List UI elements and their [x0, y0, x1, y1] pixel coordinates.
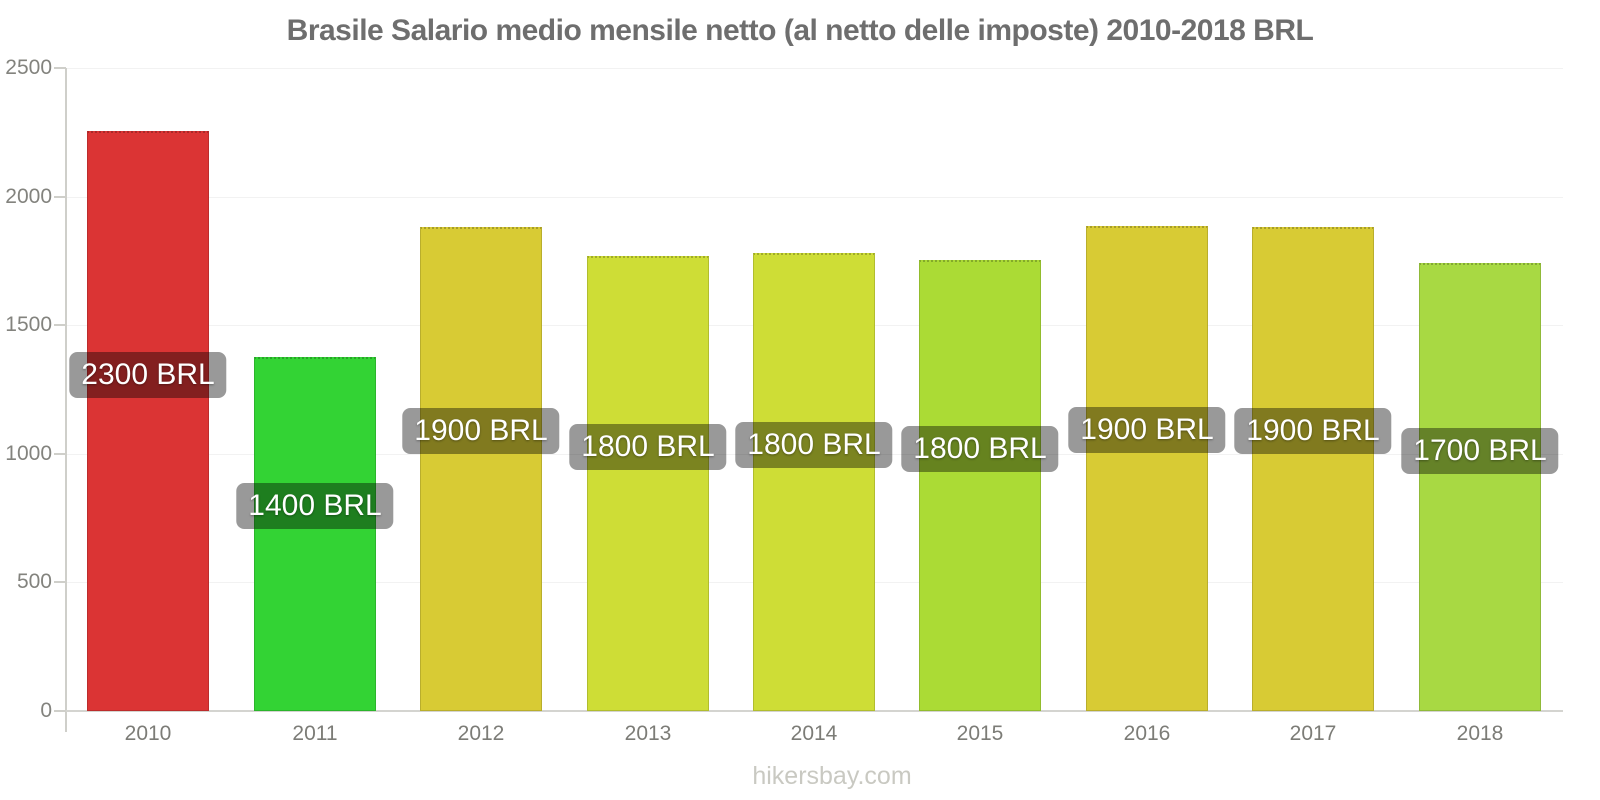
- bar-value-label-2011: 1400 BRL: [236, 483, 394, 529]
- y-tick-mark-2500: [54, 67, 66, 69]
- y-axis-line: [65, 68, 67, 732]
- bar-value-label-2018: 1700 BRL: [1401, 428, 1559, 474]
- y-tick-mark-500: [54, 581, 66, 583]
- y-tick-label-500: 500: [16, 570, 52, 593]
- y-tick-label-0: 0: [40, 699, 52, 722]
- y-tick-label-2000: 2000: [5, 185, 52, 208]
- bar-2018[interactable]: [1419, 263, 1541, 711]
- y-tick-mark-1000: [54, 453, 66, 455]
- x-axis-label-2016: 2016: [1123, 722, 1171, 745]
- y-tick-label-1500: 1500: [5, 313, 52, 336]
- bar-value-label-2013: 1800 BRL: [569, 424, 727, 470]
- bar-value-label-2015: 1800 BRL: [901, 426, 1059, 472]
- x-axis-label-2012: 2012: [457, 722, 505, 745]
- x-axis-label-2013: 2013: [624, 722, 672, 745]
- bar-2015[interactable]: [919, 260, 1041, 711]
- bar-2017[interactable]: [1252, 227, 1374, 711]
- x-axis-label-2017: 2017: [1289, 722, 1337, 745]
- y-tick-label-1000: 1000: [5, 442, 52, 465]
- y-tick-mark-0: [54, 710, 66, 712]
- bar-value-label-2017: 1900 BRL: [1234, 408, 1392, 454]
- x-axis-label-2015: 2015: [956, 722, 1004, 745]
- x-axis-line: [65, 710, 1563, 712]
- y-tick-mark-2000: [54, 196, 66, 198]
- bar-value-label-2016: 1900 BRL: [1068, 407, 1226, 453]
- y-tick-mark-1500: [54, 324, 66, 326]
- bar-2010[interactable]: [87, 131, 209, 711]
- bar-value-label-2014: 1800 BRL: [735, 422, 893, 468]
- bar-2012[interactable]: [420, 227, 542, 711]
- gridline-2000: [65, 197, 1563, 198]
- x-axis-label-2014: 2014: [790, 722, 838, 745]
- bar-2014[interactable]: [753, 253, 875, 711]
- gridline-2500: [65, 68, 1563, 69]
- x-axis-label-2011: 2011: [292, 722, 338, 745]
- x-axis-label-2018: 2018: [1456, 722, 1504, 745]
- watermark: hikersbay.com: [752, 762, 912, 790]
- bar-value-label-2010: 2300 BRL: [69, 352, 227, 398]
- bar-2013[interactable]: [587, 256, 709, 711]
- x-axis-label-2010: 2010: [124, 722, 172, 745]
- bar-2011[interactable]: [254, 357, 376, 711]
- chart-title: Brasile Salario medio mensile netto (al …: [286, 14, 1314, 47]
- y-tick-label-2500: 2500: [5, 56, 52, 79]
- bar-2016[interactable]: [1086, 226, 1208, 711]
- bar-value-label-2012: 1900 BRL: [402, 408, 560, 454]
